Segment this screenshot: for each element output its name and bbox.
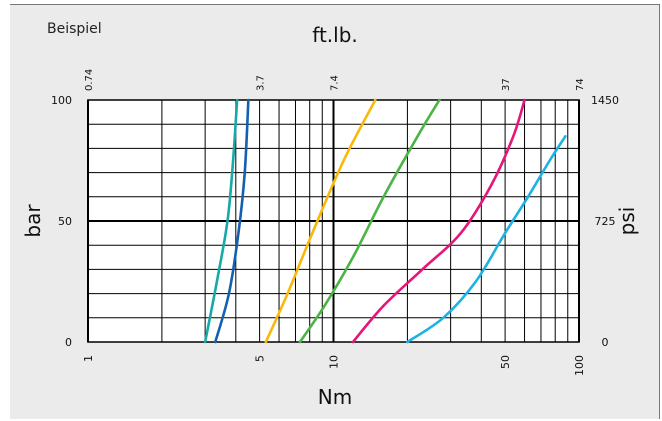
y-tick-label: 100	[51, 94, 72, 107]
example-note: Beispiel	[47, 21, 102, 37]
plot-frame	[87, 99, 580, 343]
y2-axis-title: psi	[615, 207, 639, 236]
series-line-2	[213, 98, 250, 344]
x2-tick-label: 0.74	[84, 69, 95, 91]
y-axis-title: bar	[21, 204, 45, 238]
x-tick-label: 50	[499, 355, 512, 369]
torque-pressure-chart: 1 5 10 50 100 0.74 3.7 7.4 37 74 0 50 100 0 725 1450 Be…	[21, 21, 639, 409]
series-line-5	[351, 98, 526, 344]
y-tick-label: 50	[58, 215, 72, 228]
x2-axis-title: ft.lb.	[312, 23, 358, 47]
x-tick-label: 1	[82, 355, 95, 362]
x2-tick-label: 74	[575, 78, 586, 91]
x-axis-title: Nm	[318, 385, 352, 409]
series-line-4	[298, 98, 441, 344]
x-tick-label: 100	[573, 355, 586, 376]
grid	[87, 99, 580, 343]
axis-labels: 1 5 10 50 100 0.74 3.7 7.4 37 74 0 50 100 0 725 1450	[51, 69, 619, 376]
x2-tick-label: 7.4	[330, 75, 341, 91]
x2-tick-label: 3.7	[256, 75, 267, 91]
y2-tick-label: 0	[602, 336, 609, 349]
x-tick-label: 10	[328, 355, 341, 369]
chart-panel: 1 5 10 50 100 0.74 3.7 7.4 37 74 0 50 100 0 725 1450 Be…	[10, 4, 660, 419]
x-tick-label: 5	[254, 355, 267, 362]
y2-tick-label: 725	[595, 215, 616, 228]
series-line-1	[203, 98, 239, 344]
y2-tick-label: 1450	[591, 94, 619, 107]
x2-tick-label: 37	[501, 78, 512, 91]
series-lines	[203, 98, 567, 344]
series-line-6	[406, 135, 567, 344]
series-line-3	[264, 98, 377, 344]
y-tick-label: 0	[65, 336, 72, 349]
